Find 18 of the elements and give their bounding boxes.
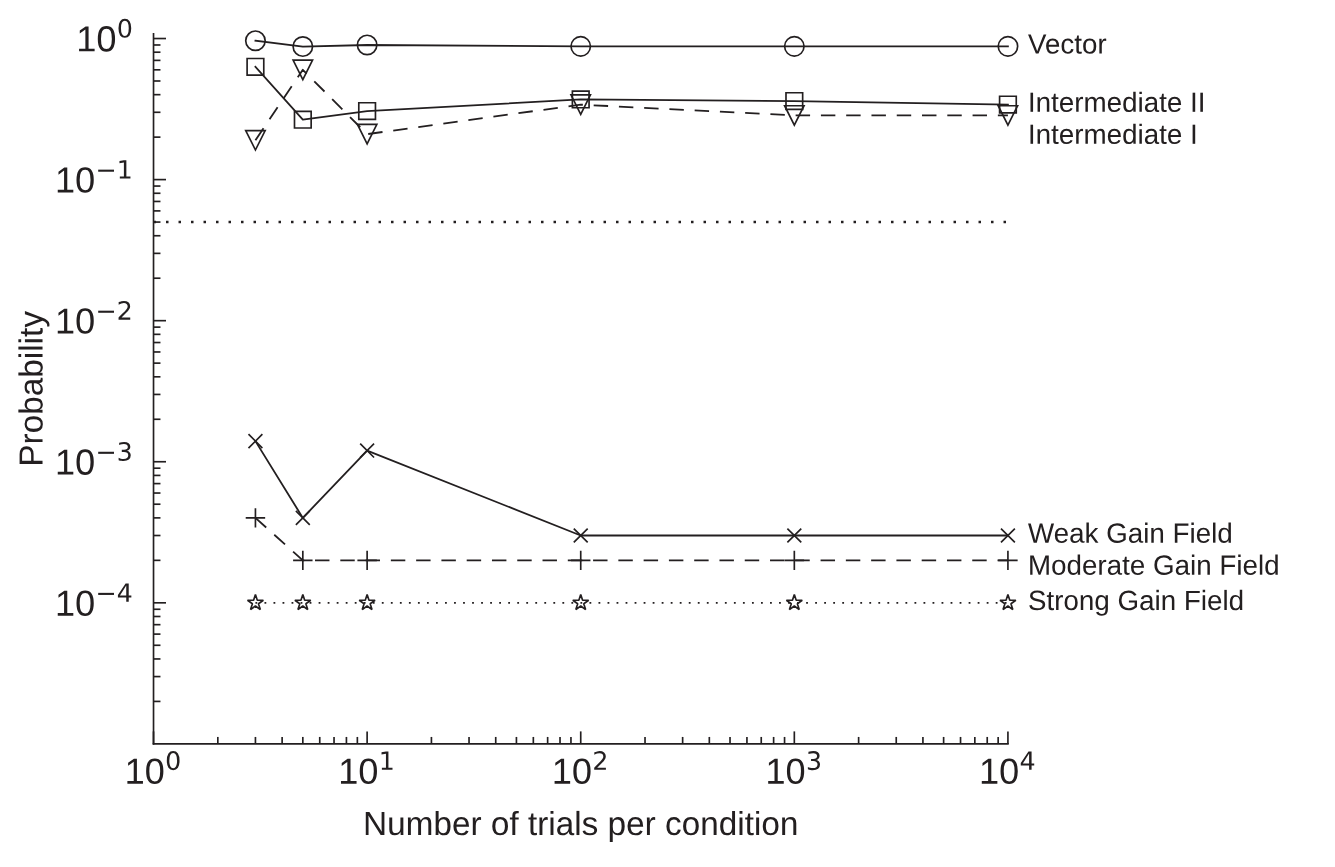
- y-tick-label: 10$^{0}$: [79, 18, 132, 52]
- x-tick-label: 10$^{2}$: [554, 751, 606, 785]
- y-tick-label: 10$^{−1}$: [57, 160, 131, 193]
- y-tick-label: 10$^{−3}$: [57, 441, 131, 475]
- series-label: Moderate Gain Field: [1030, 554, 1278, 575]
- x-tick-label: 10$^{4}$: [981, 751, 1035, 785]
- x-tick-label: 10$^{1}$: [340, 751, 393, 785]
- series-label: Intermediate I: [1030, 123, 1196, 145]
- series-label: Weak Gain Field: [1028, 522, 1231, 543]
- x-axis-title: Number of trials per condition: [365, 810, 797, 842]
- x-tick-label: 10$^{3}$: [768, 751, 821, 785]
- series-label: Strong Gain Field: [1029, 589, 1243, 616]
- series-label: Vector: [1028, 34, 1107, 54]
- y-axis-title: Probability: [18, 311, 50, 464]
- series-label: Intermediate II: [1030, 91, 1203, 113]
- y-tick-label: 10$^{−2}$: [57, 300, 131, 334]
- x-tick-label: 10$^{0}$: [127, 751, 180, 785]
- y-tick-label: 10$^{−4}$: [57, 583, 132, 617]
